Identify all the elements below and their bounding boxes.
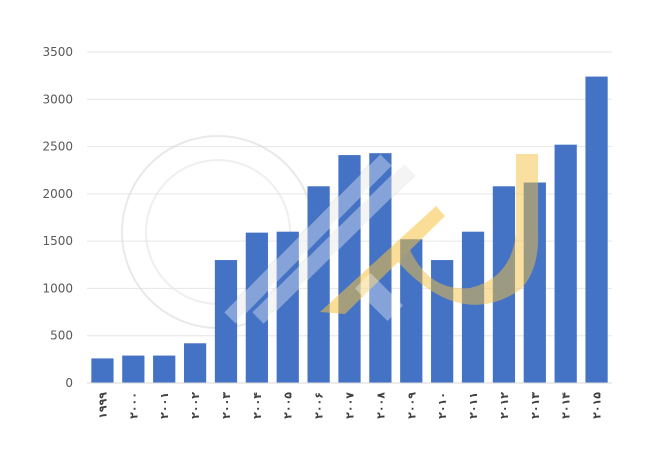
y-tick-label: 3000 (42, 92, 73, 106)
y-tick-label: 2000 (42, 187, 73, 201)
bar (245, 232, 268, 383)
bar (91, 358, 114, 383)
x-tick-label: ۲۰۰۷ (344, 392, 357, 419)
x-tick-label: ۲۰۰۵ (282, 392, 295, 419)
y-tick-label: 500 (50, 329, 73, 343)
bar (122, 355, 145, 383)
x-tick-label: ۲۰۰۲ (189, 392, 202, 419)
bar (183, 343, 207, 383)
bar (338, 155, 361, 383)
bar (431, 260, 454, 383)
x-tick-label: ۲۰۰۱ (158, 392, 171, 419)
x-tick-label: ۲۰۱۰ (436, 392, 449, 419)
x-axis-tick-labels: ۱۹۹۹ ۲۰۰۰ ۲۰۰۱ ۲۰۰۲ ۲۰۰۳ ۲۰۰۴ ۲۰۰۵ ۲۰۰۶ ۲۰۰۷ ۲۰۰۸… (96, 392, 603, 419)
x-tick-label: ۲۰۰۴ (251, 392, 264, 419)
x-tick-label: ۲۰۰۶ (313, 392, 326, 419)
x-tick-label: ۲۰۰۰ (127, 392, 140, 419)
x-tick-label: ۲۰۱۱ (467, 392, 480, 419)
y-tick-label: 1500 (42, 234, 73, 248)
x-tick-label: ۲۰۱۳ (529, 392, 542, 419)
bar (461, 231, 485, 383)
x-tick-label: ۲۰۱۴ (560, 392, 573, 419)
y-axis-tick-labels: 0 500 1000 1500 2000 2500 3000 3500 (42, 45, 73, 390)
y-tick-label: 1000 (42, 281, 73, 295)
x-tick-label: ۲۰۱۲ (498, 392, 511, 419)
bar (153, 355, 176, 383)
bar (276, 231, 299, 383)
y-tick-label: 3500 (42, 45, 73, 59)
bar (307, 186, 330, 383)
x-tick-label: ۱۹۹۹ (96, 392, 109, 419)
x-tick-label: ۲۰۱۵ (591, 392, 604, 419)
x-tick-label: ۲۰۰۹ (405, 392, 418, 419)
x-tick-label: ۲۰۰۸ (374, 392, 387, 419)
y-tick-label: 0 (65, 376, 73, 390)
bar (214, 260, 238, 383)
bar (554, 144, 577, 383)
y-tick-label: 2500 (42, 140, 73, 154)
watermark-overlay (224, 154, 539, 324)
x-tick-label: ۲۰۰۳ (220, 392, 233, 419)
bar (585, 76, 608, 384)
